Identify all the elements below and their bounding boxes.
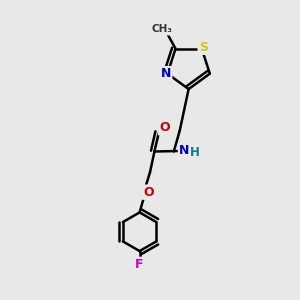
Text: O: O <box>159 121 169 134</box>
Text: N: N <box>161 67 171 80</box>
Text: H: H <box>190 146 200 160</box>
Text: N: N <box>179 144 189 158</box>
Text: O: O <box>143 186 154 199</box>
Text: CH₃: CH₃ <box>152 24 173 34</box>
Text: F: F <box>135 258 144 271</box>
Text: S: S <box>199 41 208 54</box>
